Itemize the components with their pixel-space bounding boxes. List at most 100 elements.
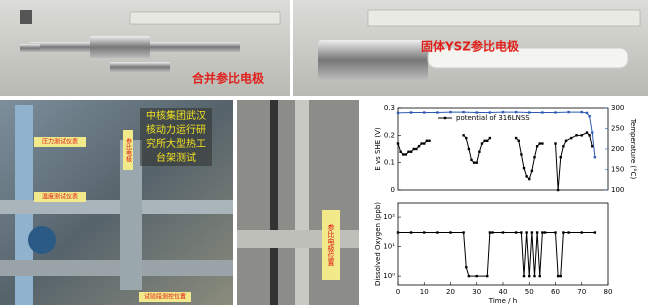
data-point	[541, 142, 543, 144]
data-point	[565, 140, 567, 142]
data-point	[402, 153, 404, 155]
data-point	[518, 140, 520, 142]
data-point	[399, 151, 401, 153]
tag-text: 温度测试仪表	[42, 193, 78, 201]
x-tick-label: 80	[604, 288, 613, 296]
photo-label: 合并参比电极	[192, 71, 265, 86]
data-point	[528, 178, 530, 180]
x-tick-label: 40	[499, 288, 508, 296]
data-point	[449, 231, 451, 233]
caption-line: 究所大型热工	[146, 137, 206, 150]
data-point	[486, 275, 488, 277]
caption-line: 台架测试	[156, 151, 196, 164]
y2-tick-label: 200	[611, 145, 624, 153]
data-point	[481, 142, 483, 144]
data-point	[476, 161, 478, 163]
data-point	[410, 151, 412, 153]
data-point	[586, 112, 588, 114]
data-point	[423, 111, 425, 113]
data-point	[539, 142, 541, 144]
data-point	[570, 137, 572, 139]
data-point	[410, 111, 412, 113]
data-point	[473, 161, 475, 163]
data-point	[539, 275, 541, 277]
y2-tick-label: 150	[611, 166, 624, 174]
data-point	[468, 275, 470, 277]
photo-label: 固体YSZ参比电极	[421, 39, 520, 54]
x-tick-label: 0	[396, 288, 400, 296]
data-point	[541, 111, 543, 113]
x-tick-label: 30	[472, 288, 481, 296]
data-point	[554, 142, 556, 144]
data-point	[462, 134, 464, 136]
chart-panel	[362, 100, 648, 305]
data-point	[557, 189, 559, 191]
x-tick-label: 20	[446, 288, 455, 296]
tag-text: 参比电极	[125, 137, 132, 163]
data-point	[449, 111, 451, 113]
x-tick-label: 10	[420, 288, 429, 296]
caption-line: 核动力运行研	[146, 123, 206, 136]
data-point	[418, 145, 420, 147]
tag-text: 试验段测控位置	[144, 293, 186, 301]
data-point	[567, 111, 569, 113]
data-point	[436, 111, 438, 113]
data-point	[415, 148, 417, 150]
data-point	[515, 137, 517, 139]
x-axis-label: Time / h	[488, 297, 517, 305]
y-tick-label: 0.2	[384, 131, 395, 139]
data-point	[470, 159, 472, 161]
data-point	[536, 145, 538, 147]
data-point	[581, 134, 583, 136]
data-point	[423, 231, 425, 233]
data-point	[541, 231, 543, 233]
data-point	[554, 111, 556, 113]
data-point	[531, 231, 533, 233]
x-tick-label: 70	[577, 288, 586, 296]
y-tick-label: 10⁰	[383, 272, 395, 280]
data-point	[560, 275, 562, 277]
data-point	[397, 231, 399, 233]
data-point	[557, 275, 559, 277]
data-point	[397, 142, 399, 144]
data-point	[483, 140, 485, 142]
photo-tag: 参比电极位置	[327, 223, 335, 266]
y2-tick-label: 100	[611, 186, 624, 194]
data-point	[462, 231, 464, 233]
figure: 合并参比电极 固体YSZ参比电极 中核集团武汉核动力运行研究所大型热工台架测试 …	[0, 0, 648, 305]
data-point	[575, 134, 577, 136]
data-point	[413, 148, 415, 150]
x-tick-label: 60	[551, 288, 560, 296]
data-point	[428, 140, 430, 142]
data-point	[531, 170, 533, 172]
data-point	[586, 131, 588, 133]
y-tick-label: 0.3	[384, 104, 395, 112]
data-point	[489, 137, 491, 139]
data-point	[567, 231, 569, 233]
data-point	[405, 153, 407, 155]
data-point	[525, 175, 527, 177]
data-point	[591, 131, 593, 133]
y2-tick-label: 300	[611, 104, 624, 112]
data-point	[562, 145, 564, 147]
y2-axis-label: Temperature (°C)	[629, 118, 637, 180]
data-point	[489, 111, 491, 113]
data-point	[502, 231, 504, 233]
data-point	[476, 275, 478, 277]
data-point	[515, 111, 517, 113]
y-axis-label: Dissolved Oxygen (ppb)	[374, 202, 382, 286]
data-point	[520, 153, 522, 155]
data-point	[588, 115, 590, 117]
y-axis-label: E vs SHE (V)	[374, 127, 382, 171]
data-point	[420, 142, 422, 144]
data-point	[397, 112, 399, 114]
data-point	[533, 156, 535, 158]
y-tick-label: 0.1	[384, 159, 395, 167]
y2-tick-label: 250	[611, 125, 624, 133]
data-point	[426, 140, 428, 142]
data-point	[588, 134, 590, 136]
data-point	[476, 111, 478, 113]
data-point	[594, 156, 596, 158]
y-tick-label: 0	[391, 186, 395, 194]
data-point	[486, 140, 488, 142]
